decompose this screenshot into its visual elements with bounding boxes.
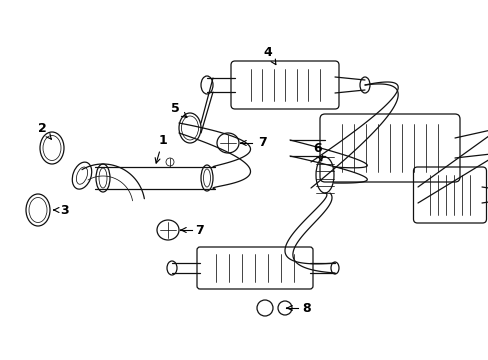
Text: 7: 7 [195,224,203,237]
Text: 5: 5 [170,102,186,117]
Text: 1: 1 [155,134,167,163]
Text: 3: 3 [54,203,68,216]
Text: 8: 8 [302,302,310,315]
Text: 2: 2 [38,122,51,139]
Text: 6: 6 [313,141,322,161]
Text: 7: 7 [258,136,266,149]
Text: 4: 4 [263,45,275,64]
